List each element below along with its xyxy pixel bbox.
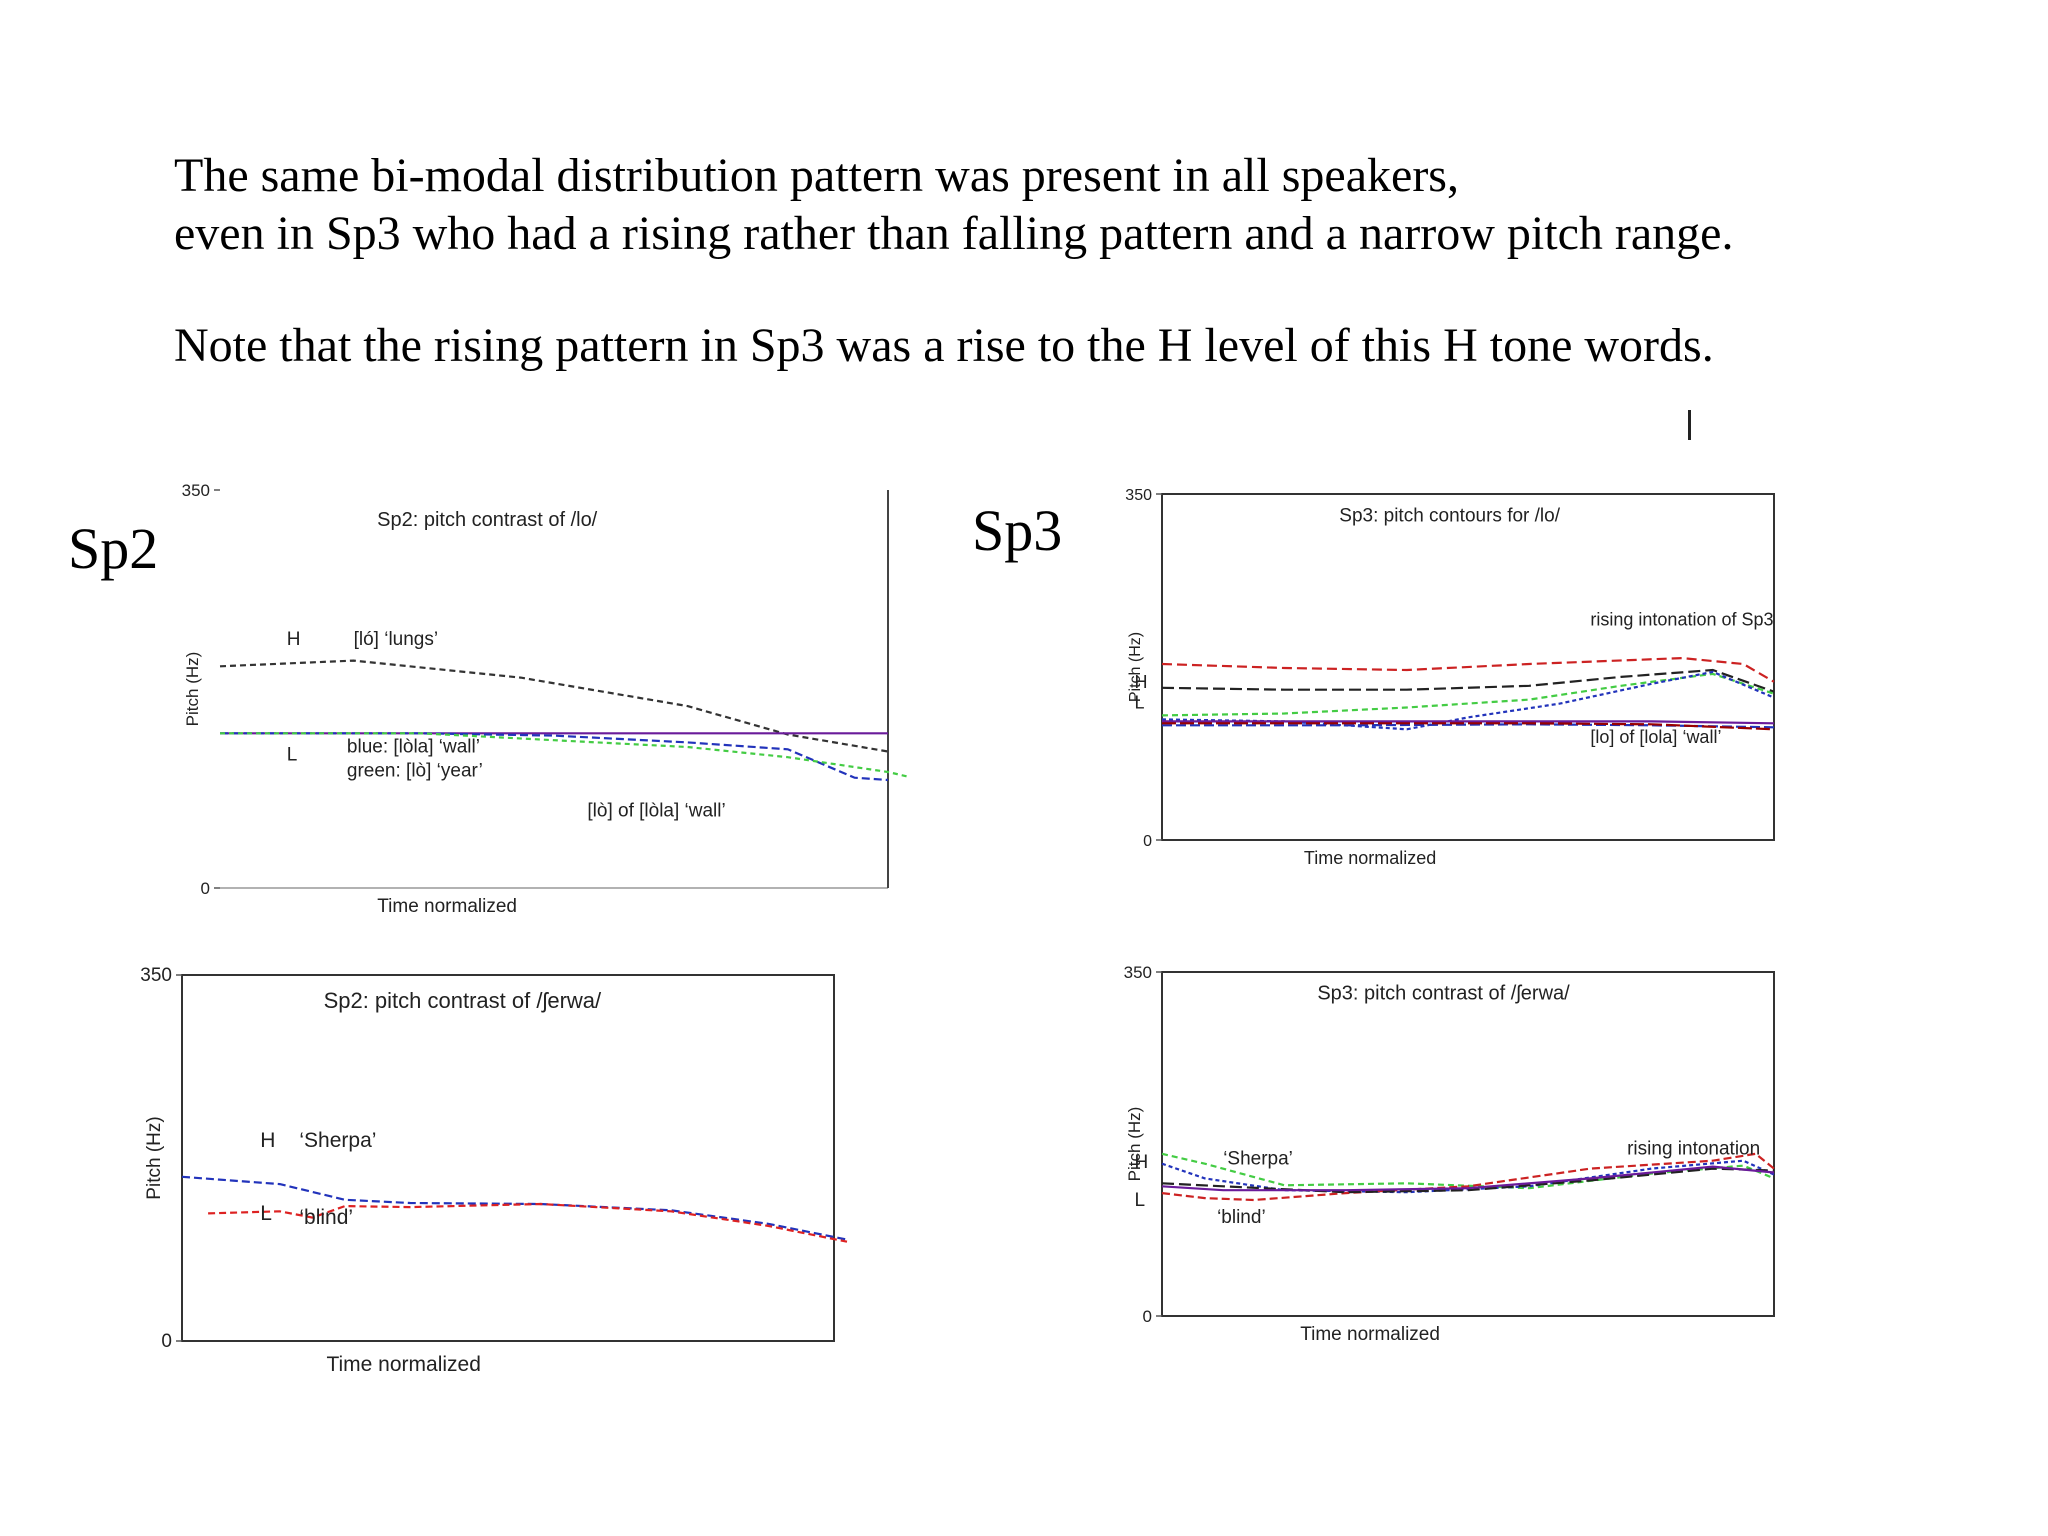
y-axis-label: Pitch (Hz) [183,652,202,727]
chart-title: Sp2: pitch contrast of /ʃerwa/ [324,988,602,1013]
series-line-7 [1162,722,1775,731]
series-line-4 [220,732,909,778]
series-line-4 [1161,1167,1775,1194]
annotation-green: green: [lò] ‘year’ [347,761,483,782]
annotation-low: ‘blind’ [1217,1207,1266,1228]
y-axis-label: Pitch (Hz) [144,1116,165,1199]
series-line-3 [1161,1152,1775,1202]
text-cursor [1688,410,1691,440]
y-tick-label-min: 0 [161,1331,172,1352]
annotation-L: L [1134,693,1144,713]
annotation-blue: blue: [lòla] ‘wall’ [347,737,480,758]
series-line-5 [1161,1165,1775,1192]
chart-title: Sp2: pitch contrast of /lo/ [377,509,598,531]
annotation-L: L [287,745,298,766]
y-tick-label-max: 350 [140,965,172,986]
series-line-1 [219,659,889,753]
y-tick-label-max: 350 [182,481,210,500]
annotation-L: L [260,1202,272,1225]
slide-text-line-3: Note that the rising pattern in Sp3 was … [174,319,1714,372]
annotation-low: ‘blind’ [299,1206,353,1229]
annotation-high: ‘Sherpa’ [299,1129,376,1152]
plot-frame [1161,971,1775,1317]
y-tick-label-min: 0 [1143,833,1152,850]
plot-frame [181,974,835,1342]
y-tick-label-min: 0 [201,879,210,898]
series-line-3 [220,732,889,782]
series-line-5 [1162,720,1775,725]
annotation-high: [ló] ‘lungs’ [354,629,439,650]
chart-title: Sp3: pitch contours for /lo/ [1339,506,1560,527]
chart-title: Sp3: pitch contrast of /ʃerwa/ [1317,983,1570,1005]
speaker-label-sp3: Sp3 [972,498,1063,563]
series-line-4 [1161,670,1775,731]
x-axis-label: Time normalized [1304,848,1436,868]
series-line-2 [1161,668,1775,693]
annotation-low: [lo] of [lola] ‘wall’ [1590,727,1721,747]
y-tick-label-min: 0 [1143,1307,1152,1326]
annotation-rise: rising intonation [1627,1138,1760,1159]
annotation-H: H [1134,672,1147,692]
series-line-1 [181,1175,848,1241]
speaker-label-sp2: Sp2 [68,516,159,581]
x-axis-label: Time normalized [377,896,517,917]
y-axis-label: Pitch (Hz) [1125,1107,1144,1182]
plot-frame [1161,493,1775,841]
slide-text-line-2: even in Sp3 who had a rising rather than… [174,207,1734,260]
y-axis-label: Pitch (Hz) [1127,632,1144,702]
annotation-H: H [1134,1152,1148,1173]
annotation-rise: rising intonation of Sp3 [1590,609,1773,629]
annotation-lo_of_lola: [lò] of [lòla] ‘wall’ [587,800,725,821]
y-tick-label-max: 350 [1125,487,1152,504]
annotation-L: L [1134,1190,1145,1211]
x-axis-label: Time normalized [326,1353,480,1376]
x-axis-label: Time normalized [1300,1324,1440,1345]
series-line-1 [1161,656,1775,683]
y-tick-label-max: 350 [1124,963,1152,982]
series-line-3 [1161,672,1775,717]
slide-text-line-1: The same bi-modal distribution pattern w… [174,149,1459,202]
series-line-2 [208,1202,848,1243]
annotation-H: H [287,629,301,650]
annotation-H: H [260,1129,275,1152]
annotation-high: ‘Sherpa’ [1223,1149,1293,1170]
